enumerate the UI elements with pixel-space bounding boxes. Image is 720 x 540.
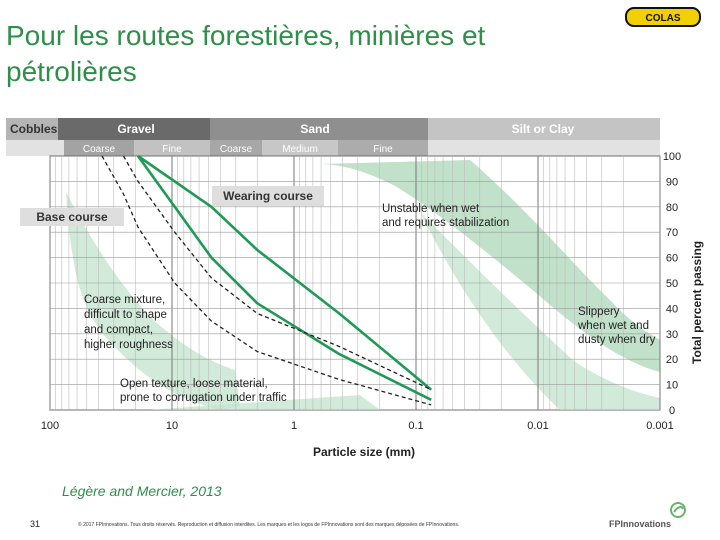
y-tick-label: 80: [666, 202, 678, 214]
y-tick-label: 60: [666, 253, 678, 265]
citation: Légère and Mercier, 2013: [62, 483, 222, 499]
y-tick-label: 10: [666, 380, 678, 392]
band-open-texture-zone: [150, 395, 380, 410]
y-tick-label: 100: [663, 151, 681, 163]
x-tick-label: 100: [41, 420, 59, 432]
label-base-course: Base course: [36, 210, 108, 224]
subheader-medium-sand-bg: [262, 140, 338, 156]
label-open-texture: Open texture, loose material, prone to co…: [120, 378, 287, 404]
y-tick-label: 30: [666, 329, 678, 341]
x-tick-label: 0.1: [408, 420, 423, 432]
y-tick-label: 90: [666, 176, 678, 188]
series-line-dashed: [122, 155, 432, 391]
y-tick-label: 40: [666, 303, 678, 315]
header-cobbles-bg: [6, 118, 58, 140]
header-silt-clay: Silt or Clay: [512, 122, 575, 136]
x-tick-labels: 100 10 1 0.1 0.01 0.001: [41, 420, 674, 432]
fpinnovations-logo-icon: [670, 502, 686, 518]
subheader-fine-gravel: Fine: [162, 144, 182, 155]
annotation-blocks: Unstable when wet and requires stabilizat…: [84, 203, 656, 404]
page-number: 31: [30, 519, 41, 529]
subheader-coarse-sand-bg: [210, 140, 262, 156]
y-tick-label: 20: [666, 354, 678, 366]
y-tick-label: 70: [666, 227, 678, 239]
slide-title: Pour les routes forestières, minières et…: [6, 20, 486, 87]
label-box-base-course: [20, 208, 124, 226]
header-gravel-bg: [58, 118, 210, 140]
header-gravel: Gravel: [117, 122, 154, 136]
label-slippery: Slippery when wet and dusty when dry: [577, 306, 656, 346]
label-unstable: Unstable when wet and requires stabilizat…: [382, 203, 509, 229]
subheader-cobbles-bg: [6, 140, 64, 156]
y-axis-label: Total percent passing: [690, 241, 704, 364]
x-axis-label: Particle size (mm): [313, 445, 415, 459]
header-sand: Sand: [300, 122, 329, 136]
series-line-green: [136, 155, 432, 401]
x-tick-label: 1: [291, 420, 297, 432]
y-tick-label: 0: [669, 405, 675, 417]
header-sand-bg: [210, 118, 428, 140]
subheader-coarse-gravel: Coarse: [83, 144, 116, 155]
gradation-chart: Cobbles Gravel Sand Silt or Clay Coarse …: [6, 118, 704, 459]
subheader-fine-sand-bg: [338, 140, 428, 156]
header-silt-bg: [428, 118, 660, 140]
series-line-dashed: [101, 155, 432, 406]
fpinnovations-brand: FPInnovations: [609, 519, 672, 529]
subheader-medium-sand: Medium: [282, 144, 318, 155]
subheader-silt-bg: [428, 140, 660, 156]
band-coarse-zone: [66, 192, 240, 410]
header-cobbles: Cobbles: [10, 122, 58, 136]
x-tick-label: 10: [166, 420, 178, 432]
label-box-wearing-course: [212, 186, 324, 206]
y-tick-label: 50: [666, 278, 678, 290]
series-line-green: [137, 154, 433, 391]
series-layer: [101, 154, 433, 406]
subheader-coarse-sand: Coarse: [220, 144, 253, 155]
colas-logo: COLAS: [625, 7, 701, 27]
legal-notice: © 2017 FPInnovations. Tous droits réserv…: [78, 522, 460, 528]
subheader-fine-sand: Fine: [373, 144, 393, 155]
label-coarse-mixture: Coarse mixture, difficult to shape and com…: [84, 294, 173, 351]
subheader-fine-gravel-bg: [134, 140, 210, 156]
label-wearing-course: Wearing course: [223, 189, 313, 203]
x-tick-label: 0.01: [527, 420, 548, 432]
colas-logo-text: COLAS: [646, 13, 681, 24]
subheader-coarse-gravel-bg: [64, 140, 134, 156]
x-tick-label: 0.001: [646, 420, 674, 432]
band-slippery-zone: [420, 212, 660, 410]
